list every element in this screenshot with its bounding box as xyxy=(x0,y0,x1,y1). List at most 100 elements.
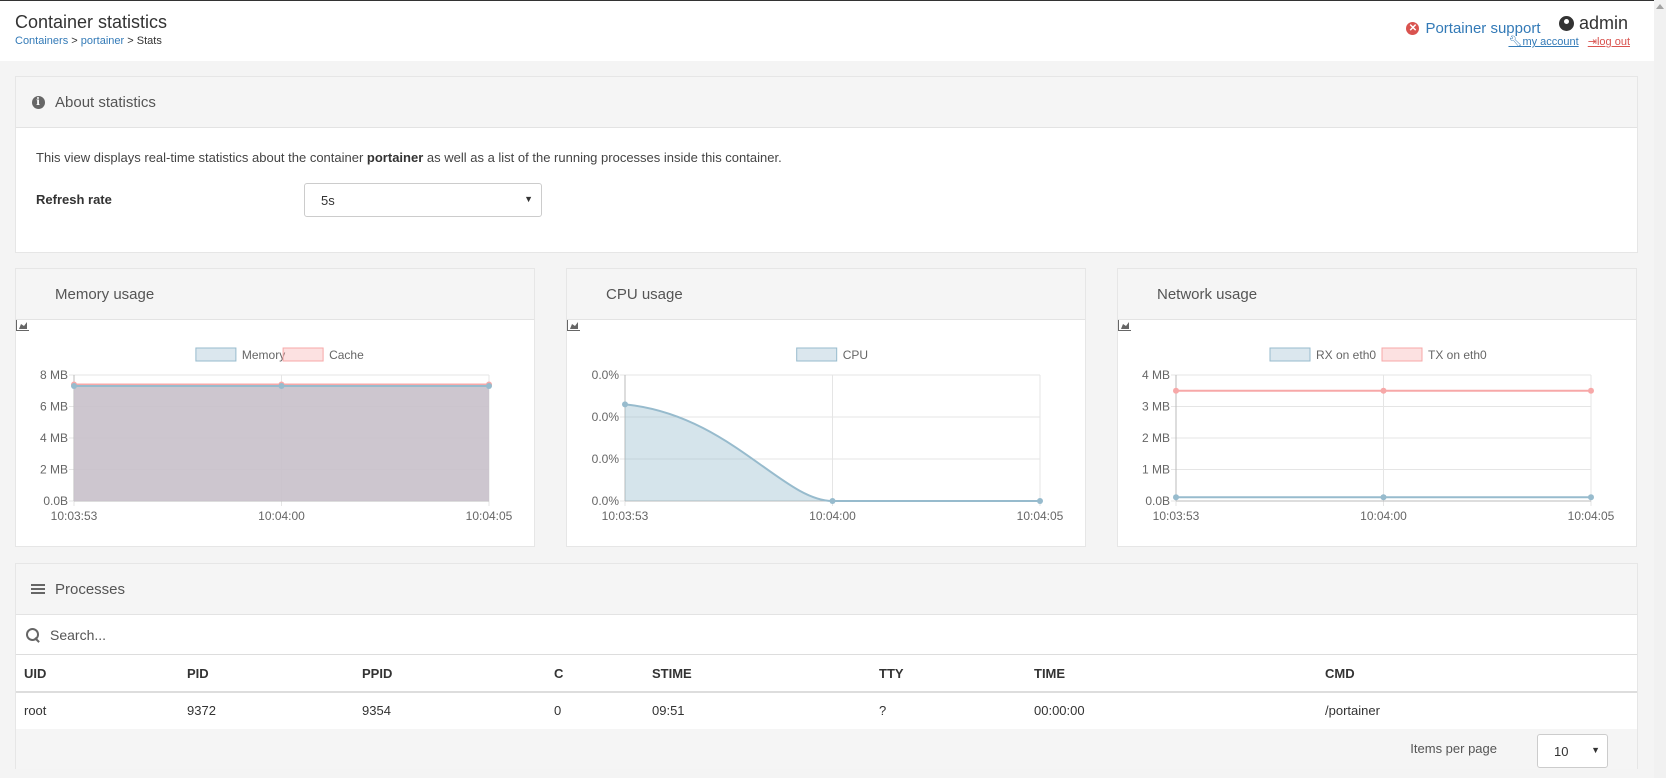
column-header-ppid[interactable]: PPID xyxy=(354,655,546,693)
items-per-page-select[interactable]: 10 ▼ xyxy=(1537,734,1608,768)
cell-ppid: 9354 xyxy=(354,692,546,728)
x-tick-label: 10:04:05 xyxy=(1017,509,1064,523)
data-point xyxy=(1588,387,1594,394)
table-row: root 9372 9354 0 09:51 ? 00:00:00 /porta… xyxy=(16,692,1637,728)
breadcrumb-container-link[interactable]: portainer xyxy=(80,35,125,47)
y-tick-label: 0.0% xyxy=(592,494,620,508)
panel-header: Processes xyxy=(16,564,1637,615)
user-name: admin xyxy=(1558,13,1628,34)
data-point xyxy=(1380,387,1387,394)
page-title: Container statistics xyxy=(15,12,168,32)
breadcrumb-separator: > xyxy=(71,35,78,47)
wrench-icon: 🔧︎ xyxy=(1508,36,1523,48)
cell-tty: ? xyxy=(871,692,1026,728)
x-tick-label: 10:03:53 xyxy=(1153,509,1200,523)
about-statistics-panel: i About statistics This view displays re… xyxy=(15,76,1638,253)
y-tick-label: 0.0% xyxy=(592,452,620,466)
chart-legend: CPU xyxy=(796,347,868,362)
chart-legend: RX on eth0 TX on eth0 xyxy=(1269,347,1487,362)
panel-title: Network usage xyxy=(1157,285,1258,303)
column-header-cmd[interactable]: CMD xyxy=(1317,655,1637,693)
legend-swatch xyxy=(1269,347,1311,362)
legend-swatch xyxy=(1381,347,1423,362)
data-point xyxy=(486,383,492,390)
column-header-pid[interactable]: PID xyxy=(179,655,354,693)
legend-swatch xyxy=(796,347,838,362)
y-tick-label: 6 MB xyxy=(40,400,68,414)
portainer-support-link[interactable]: ✕ Portainer support xyxy=(1406,20,1541,37)
area-chart-icon xyxy=(567,287,596,331)
x-tick-label: 10:04:05 xyxy=(466,509,513,523)
data-point xyxy=(278,383,285,390)
user-area: ✕ Portainer support admin xyxy=(1406,13,1628,37)
legend-swatch xyxy=(282,347,324,362)
panel-header: Memory usage xyxy=(16,269,534,331)
memory-usage-panel: Memory usage Memory Cache 0.0B 2 MB 4 MB 6 MB… xyxy=(15,268,535,547)
column-header-stime[interactable]: STIME xyxy=(644,655,871,693)
search-icon xyxy=(26,627,40,642)
search-input[interactable] xyxy=(50,626,650,643)
processes-panel: Processes UID PID PPID C STIME TTY TIME … xyxy=(15,563,1638,769)
table-footer: Items per page 10 ▼ xyxy=(16,729,1637,769)
x-tick-label: 10:04:00 xyxy=(258,509,305,523)
logout-link[interactable]: ⇥log out xyxy=(1587,36,1630,48)
user-links: 🔧︎my account ⇥log out xyxy=(1502,35,1630,48)
legend-label: Memory xyxy=(242,348,285,362)
panel-header: CPU usage xyxy=(567,269,1085,331)
column-header-tty[interactable]: TTY xyxy=(871,655,1026,693)
username-label: admin xyxy=(1578,13,1628,33)
column-header-c[interactable]: C xyxy=(546,655,644,693)
data-point xyxy=(71,383,77,390)
breadcrumb-separator: > xyxy=(127,35,134,47)
data-point xyxy=(1037,498,1043,504)
column-header-time[interactable]: TIME xyxy=(1026,655,1317,693)
chevron-down-icon: ▼ xyxy=(524,194,533,204)
processes-table: UID PID PPID C STIME TTY TIME CMD root 9… xyxy=(16,655,1637,728)
chart-legend: Memory Cache xyxy=(195,347,364,362)
cell-pid: 9372 xyxy=(179,692,354,728)
y-tick-label: 1 MB xyxy=(1142,463,1170,477)
x-tick-label: 10:04:05 xyxy=(1568,509,1615,523)
legend-label: RX on eth0 xyxy=(1316,348,1376,362)
vertical-scrollbar[interactable] xyxy=(1654,0,1666,778)
container-name: portainer xyxy=(366,150,424,165)
network-usage-panel: Network usage RX on eth0 TX on eth0 0.0B 1 … xyxy=(1117,268,1637,547)
area-chart-icon xyxy=(1118,287,1147,331)
breadcrumb-current: Stats xyxy=(136,35,162,47)
search-bar xyxy=(16,615,1637,655)
y-tick-label: 8 MB xyxy=(40,368,68,382)
data-point xyxy=(1380,494,1387,501)
legend-label: Cache xyxy=(329,348,364,362)
y-tick-label: 4 MB xyxy=(40,431,68,445)
x-tick-label: 10:03:53 xyxy=(51,509,98,523)
refresh-rate-select[interactable]: 5s ▼ xyxy=(304,183,542,217)
cell-time: 00:00:00 xyxy=(1026,692,1317,728)
panel-title: Memory usage xyxy=(55,285,155,303)
y-tick-label: 4 MB xyxy=(1142,368,1170,382)
y-tick-label: 0.0% xyxy=(592,410,620,424)
y-tick-label: 0.0B xyxy=(1145,494,1170,508)
memory-usage-chart: Memory Cache 0.0B 2 MB 4 MB 6 MB 8 MB 10:03:53 1… xyxy=(40,347,513,523)
my-account-link[interactable]: 🔧︎my account xyxy=(1508,36,1579,48)
x-tick-label: 10:03:53 xyxy=(602,509,649,523)
support-label: Portainer support xyxy=(1425,20,1541,37)
legend-label: TX on eth0 xyxy=(1428,348,1487,362)
legend-label: CPU xyxy=(843,348,868,362)
network-usage-chart: RX on eth0 TX on eth0 0.0B 1 MB 2 MB 3 MB 4 MB… xyxy=(1142,347,1615,523)
x-tick-label: 10:04:00 xyxy=(809,509,856,523)
breadcrumb-containers-link[interactable]: Containers xyxy=(15,35,69,47)
panel-title: About statistics xyxy=(55,93,156,111)
panel-header: i About statistics xyxy=(16,77,1637,128)
x-tick-label: 10:04:00 xyxy=(1360,509,1407,523)
cell-stime: 09:51 xyxy=(644,692,871,728)
about-description: This view displays real-time statistics … xyxy=(36,150,782,165)
series-line xyxy=(624,403,1040,502)
support-icon: ✕ xyxy=(1406,22,1420,35)
cell-uid: root xyxy=(16,692,179,728)
column-header-uid[interactable]: UID xyxy=(16,655,179,693)
items-per-page-label: Items per page xyxy=(1410,741,1497,756)
scroll-up-arrow-icon[interactable] xyxy=(1656,2,1664,14)
area-chart-icon xyxy=(16,287,45,331)
legend-swatch xyxy=(195,347,237,362)
